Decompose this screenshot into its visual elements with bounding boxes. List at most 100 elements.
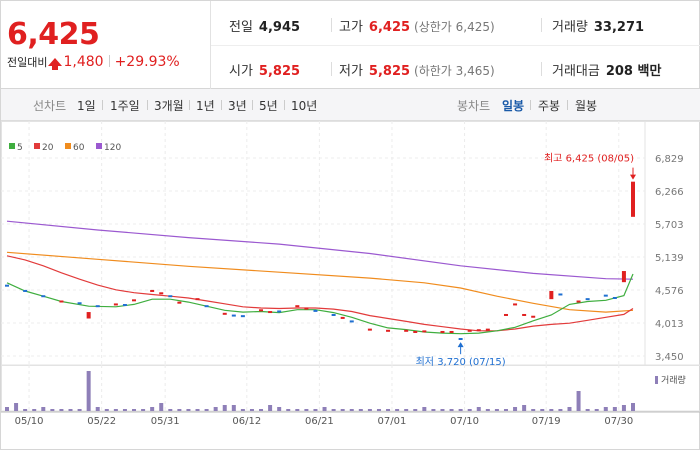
volume-bar — [386, 409, 390, 411]
candle — [259, 309, 263, 311]
open-label: 시가 — [229, 64, 253, 79]
legend-label: 120 — [104, 143, 121, 153]
x-tick-label: 05/22 — [87, 416, 116, 427]
candle — [450, 331, 454, 333]
volume-bar — [631, 403, 635, 411]
candle — [5, 285, 9, 287]
candle — [558, 293, 562, 295]
volume-bar — [132, 409, 136, 411]
legend-swatch — [34, 143, 40, 149]
candle — [150, 290, 154, 292]
tab-1d[interactable]: 1일 — [77, 97, 96, 114]
volume-bar — [413, 409, 417, 411]
volume-bar — [558, 409, 562, 411]
volume-bar — [450, 409, 454, 411]
chart-tab-bar: 선차트 1일 1주일 3개월 1년 3년 5년 10년 봉차트 일봉 주봉 월봉 — [1, 89, 700, 121]
tab-divider — [221, 100, 222, 110]
volume-bar — [531, 409, 535, 411]
volume-bar — [295, 409, 299, 411]
cell-divider — [331, 18, 332, 32]
candle — [413, 331, 417, 333]
volume-bar — [513, 407, 517, 411]
volume-bar — [114, 409, 118, 411]
volume-bar — [377, 409, 381, 411]
candle — [577, 301, 581, 303]
candle — [41, 295, 45, 297]
tab-daily[interactable]: 일봉 — [502, 97, 524, 114]
volume-bar — [332, 409, 336, 411]
tab-1y[interactable]: 1년 — [196, 97, 215, 114]
candle — [586, 298, 590, 300]
candle — [241, 315, 245, 317]
tab-10y[interactable]: 10년 — [291, 97, 317, 114]
low-limit: (하한가 3,465) — [414, 64, 495, 78]
low-arrow-icon — [458, 342, 464, 347]
volume-bar — [14, 403, 18, 411]
volume-bar — [87, 371, 91, 411]
legend-label: 60 — [73, 143, 85, 153]
volume-bar — [214, 407, 218, 411]
candle — [631, 182, 635, 217]
tab-3y[interactable]: 3년 — [228, 97, 247, 114]
x-tick-label: 06/21 — [305, 416, 334, 427]
volume-bar — [323, 407, 327, 411]
x-tick-label: 07/19 — [532, 416, 561, 427]
tab-5y[interactable]: 5년 — [259, 97, 278, 114]
tab-weekly[interactable]: 주봉 — [538, 97, 560, 114]
volume-bar — [196, 409, 200, 411]
tab-divider — [147, 100, 148, 110]
y-tick-label: 6,266 — [655, 187, 684, 198]
volume-bar — [431, 409, 435, 411]
prev-close-value: 4,945 — [259, 20, 300, 35]
candle — [168, 295, 172, 297]
volume-bar — [96, 407, 100, 411]
volume-bar — [105, 409, 109, 411]
y-tick-label: 5,139 — [655, 253, 684, 264]
amount-label: 거래대금 — [552, 64, 600, 79]
candle — [132, 299, 136, 301]
x-tick-label: 07/30 — [604, 416, 633, 427]
candle — [87, 312, 91, 318]
candle — [422, 330, 426, 332]
volume-bar — [604, 407, 608, 411]
change-divider — [109, 55, 110, 67]
up-arrow-icon — [48, 58, 62, 66]
volume-bar — [577, 391, 581, 411]
volume-bar — [540, 409, 544, 411]
tab-divider — [252, 100, 253, 110]
candle — [513, 303, 517, 305]
tab-divider — [530, 100, 531, 110]
volume-legend-label: 거래량 — [661, 374, 686, 386]
candle — [604, 295, 608, 297]
candle — [277, 310, 281, 312]
volume-bar — [232, 405, 236, 411]
high-label: 고가 — [339, 20, 363, 35]
tab-1w[interactable]: 1주일 — [110, 97, 140, 114]
volume-bar — [69, 409, 73, 411]
candle — [341, 317, 345, 319]
volume-bar — [341, 409, 345, 411]
candle — [295, 305, 299, 307]
legend-swatch — [65, 143, 71, 149]
tab-3m[interactable]: 3개월 — [154, 97, 184, 114]
volume-bar — [304, 409, 308, 411]
low-label: 저가 — [339, 64, 363, 79]
prev-close-label: 전일 — [229, 20, 253, 35]
cell-divider — [541, 62, 542, 76]
change-amount: 1,480 — [63, 54, 103, 70]
volume-bar — [504, 409, 508, 411]
candle — [477, 329, 481, 331]
candle — [114, 303, 118, 305]
tab-monthly[interactable]: 월봉 — [575, 97, 597, 114]
legend-swatch — [9, 143, 15, 149]
volume-bar — [241, 409, 245, 411]
y-tick-label: 5,703 — [655, 220, 684, 231]
candle — [522, 314, 526, 316]
candle — [622, 271, 626, 282]
volume-bar — [459, 409, 463, 411]
y-tick-label: 4,576 — [655, 286, 684, 297]
